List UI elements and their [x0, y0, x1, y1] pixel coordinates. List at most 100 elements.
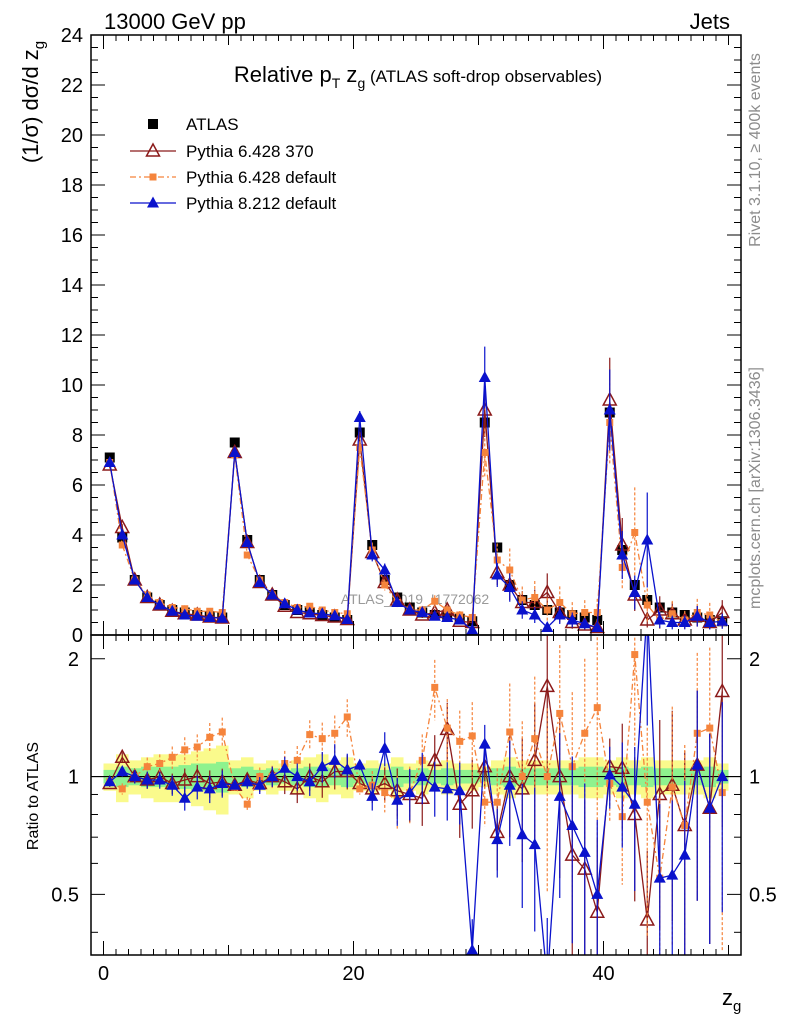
p8-point — [578, 617, 591, 629]
p8-ratio-point — [678, 848, 691, 860]
p6-default-line — [109, 422, 723, 624]
p8-ratio-point — [166, 778, 179, 790]
p8-ratio-point — [391, 793, 404, 805]
p8-point — [128, 573, 141, 585]
p8-point — [441, 611, 454, 622]
p8-ratio-point — [578, 845, 591, 857]
p8-ratio-point — [228, 778, 241, 790]
p8-ratio-point — [203, 782, 216, 794]
chart-title: Relative pT zg (ATLAS soft-drop observab… — [234, 62, 602, 91]
p8-ratio-point — [153, 773, 166, 785]
p8-ratio-point — [691, 758, 704, 770]
p6-370-ratio-point — [114, 748, 131, 764]
x-tick-label: 40 — [592, 963, 614, 985]
p8-point — [378, 563, 391, 575]
p8-point — [516, 603, 529, 615]
y-tick-label: 12 — [61, 325, 83, 347]
y-tick-label: 24 — [61, 25, 83, 47]
p8-point — [216, 611, 229, 623]
p6-default-ratio-point — [631, 651, 639, 659]
p6-default-point — [543, 606, 551, 614]
p8-point — [166, 604, 179, 616]
p8-point — [628, 586, 641, 597]
p6-default-point — [706, 611, 714, 619]
p8-point — [403, 603, 416, 615]
p8-point — [416, 606, 429, 617]
p6-default-ratio-point — [256, 773, 264, 781]
p8-ratio-point — [241, 775, 254, 787]
p8-ratio-point — [703, 801, 716, 813]
p8-ratio-point — [716, 770, 729, 782]
p8-ratio-point — [378, 741, 391, 753]
p8-point — [691, 609, 704, 621]
p8-ratio-point — [178, 791, 191, 803]
p8-point — [503, 581, 516, 592]
p8-point — [428, 609, 441, 621]
p8-point — [491, 568, 504, 580]
legend-label: ATLAS — [186, 115, 239, 134]
p8-point — [528, 608, 541, 620]
p6-default-ratio-point — [293, 756, 301, 764]
x-axis-label: zg — [722, 985, 741, 1015]
p6-default-ratio-point — [493, 798, 501, 806]
p6-default-point — [306, 602, 314, 610]
p6-default-point — [643, 601, 651, 609]
atlas-point — [229, 437, 240, 448]
p8-ratio-point — [441, 782, 454, 794]
p8-point — [153, 598, 166, 610]
p8-point — [553, 608, 566, 620]
p8-point — [291, 603, 304, 615]
p6-default-point — [431, 597, 439, 605]
p6-default-ratio-point — [243, 800, 251, 808]
p6-default-ratio-point — [443, 724, 451, 732]
p6-default-ratio-point — [331, 729, 339, 737]
p8-ratio-point — [291, 770, 304, 782]
p8-ratio-point — [653, 871, 666, 883]
p8-point — [566, 613, 579, 625]
p6-370-ratio-point — [289, 780, 306, 795]
p8-ratio-point — [666, 868, 679, 880]
p6-default-ratio-point — [506, 728, 514, 736]
p8-ratio-point — [216, 777, 229, 789]
p8-point — [191, 609, 204, 621]
p8-point — [703, 616, 716, 627]
y-tick-label: 8 — [72, 425, 83, 447]
p6-370-ratio-point — [376, 774, 393, 790]
p8-ratio-point — [453, 784, 466, 796]
p6-default-point — [493, 556, 501, 564]
p6-default-ratio-point — [581, 729, 589, 737]
y-tick-label: 0 — [72, 625, 83, 647]
p6-370-ratio-line — [109, 686, 723, 921]
p6-default-point — [506, 566, 514, 574]
p8-ratio-point — [116, 765, 129, 777]
p6-default-ratio-point — [143, 763, 151, 771]
y-tick-label: 10 — [61, 375, 83, 397]
p6-default-ratio-point — [218, 728, 226, 736]
p6-default-ratio-line — [109, 654, 723, 879]
y-tick-label: 22 — [61, 75, 83, 97]
p8-point — [478, 371, 491, 382]
p6-default-ratio-point — [668, 783, 676, 791]
watermark: ATLAS_2019_I1772062 — [341, 591, 490, 607]
p8-ratio-point — [316, 760, 329, 772]
p6-default-point — [443, 606, 451, 614]
p8-point — [116, 528, 129, 540]
p6-default-ratio-point — [118, 785, 126, 793]
p8-ratio-point — [416, 770, 429, 782]
p8-ratio-point — [278, 761, 291, 773]
y-tick-label: 6 — [72, 475, 83, 497]
p6-370-ratio-point — [314, 773, 331, 788]
p8-point — [678, 616, 691, 627]
p6-default-point — [518, 596, 526, 604]
p8-point — [353, 411, 366, 422]
p8-point — [603, 403, 616, 415]
p8-point — [266, 588, 279, 600]
p6-370-point — [239, 533, 256, 549]
p6-default-point — [118, 541, 126, 549]
p6-default-ratio-point — [431, 683, 439, 691]
legend-label: Pythia 8.212 default — [186, 194, 337, 213]
p8-ratio-point — [353, 758, 366, 770]
p8-ratio-point — [366, 789, 379, 801]
p8-point — [366, 548, 379, 560]
p6-default-ratio-point — [381, 789, 389, 797]
